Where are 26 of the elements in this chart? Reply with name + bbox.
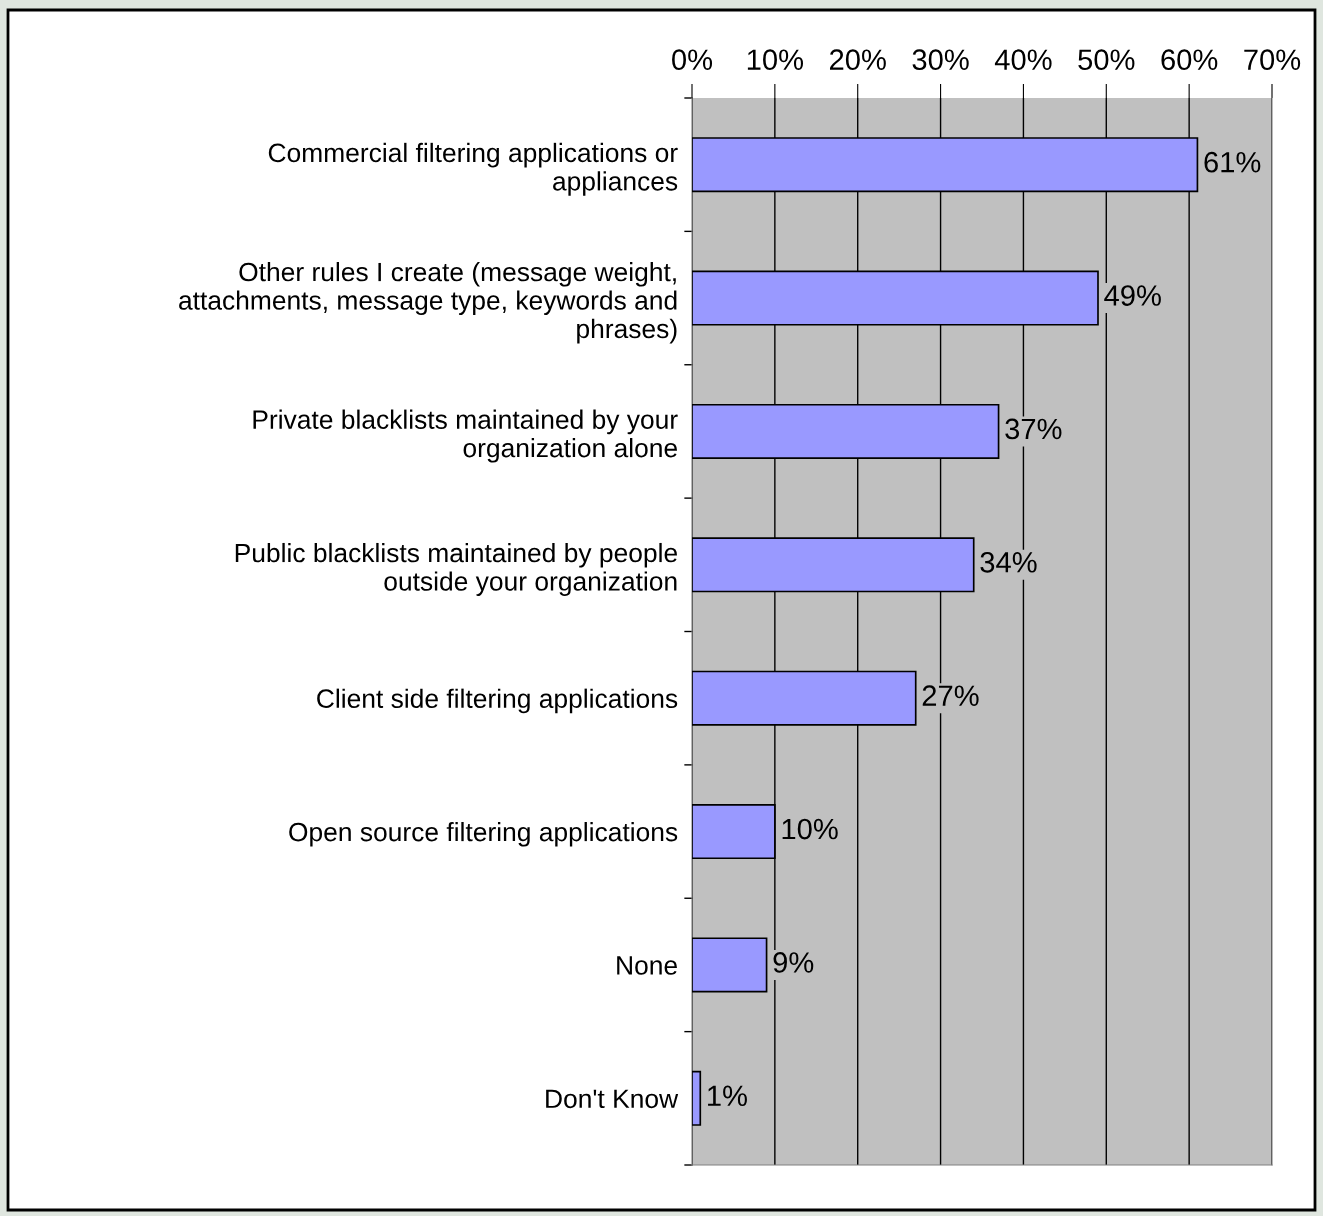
bar [692, 1070, 702, 1126]
y-tick-label: Client side filtering applications [317, 688, 678, 714]
x-tick-label: 20% [829, 49, 886, 71]
x-tick-label: 40% [994, 49, 1052, 71]
data-label: 34% [980, 551, 1037, 573]
data-label: 1% [708, 1085, 747, 1107]
y-tick-label: Other rules I create (message weight, attachments, message type, keywords and phrases) [179, 261, 677, 344]
data-label: 61% [1204, 151, 1261, 173]
x-tick-label: 10% [747, 49, 804, 71]
data-label: 49% [1104, 285, 1161, 306]
y-tick-label: Public blacklists maintained by people outside your organization [235, 542, 677, 596]
y-tick-label: Private blacklists maintained by your organization alone [253, 409, 678, 463]
data-label: 10% [782, 818, 838, 840]
data-label: 9% [773, 952, 814, 973]
x-tick-label: 50% [1078, 49, 1135, 71]
bar [692, 937, 768, 993]
x-tick-label: 30% [912, 49, 969, 71]
y-tick-label: Don't Know [546, 1089, 679, 1109]
x-tick-label: 0% [672, 49, 713, 71]
x-tick-label: 60% [1161, 49, 1218, 71]
y-tick-label: Open source filtering applications [289, 822, 678, 847]
data-label: 27% [922, 685, 979, 706]
y-tick-label: None [617, 956, 677, 975]
y-tick-label: Commercial filtering applications or appliances [268, 142, 678, 196]
x-tick-label: 70% [1244, 49, 1301, 71]
data-label: 37% [1005, 418, 1062, 440]
